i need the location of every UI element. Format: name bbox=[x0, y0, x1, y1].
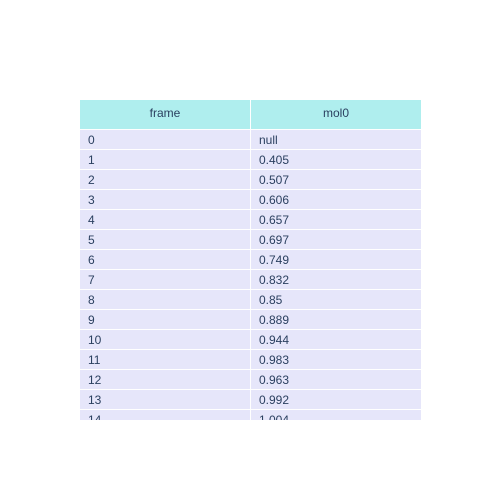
table-cell-mol0: 0.697 bbox=[250, 230, 421, 249]
table-cell-frame: 14 bbox=[80, 410, 250, 420]
table-cell-frame: 9 bbox=[80, 310, 250, 329]
table-cell-frame: 12 bbox=[80, 370, 250, 389]
table-cell-frame: 6 bbox=[80, 250, 250, 269]
table-cell-frame: 4 bbox=[80, 210, 250, 229]
table-row: 4 0.657 bbox=[80, 210, 421, 230]
table-row: 2 0.507 bbox=[80, 170, 421, 190]
table-cell-mol0: 0.832 bbox=[250, 270, 421, 289]
table-cell-frame: 0 bbox=[80, 130, 250, 149]
table-row: 13 0.992 bbox=[80, 390, 421, 410]
table-cell-frame: 7 bbox=[80, 270, 250, 289]
table-row: 3 0.606 bbox=[80, 190, 421, 210]
table-cell-mol0: 0.657 bbox=[250, 210, 421, 229]
table-cell-mol0: 0.749 bbox=[250, 250, 421, 269]
table-cell-mol0: 0.85 bbox=[250, 290, 421, 309]
table-row: 10 0.944 bbox=[80, 330, 421, 350]
table-cell-frame: 8 bbox=[80, 290, 250, 309]
table-cell-mol0: 1.004 bbox=[250, 410, 421, 420]
table-cell-mol0: 0.507 bbox=[250, 170, 421, 189]
table-row: 6 0.749 bbox=[80, 250, 421, 270]
table-cell-frame: 2 bbox=[80, 170, 250, 189]
table-row: 12 0.963 bbox=[80, 370, 421, 390]
table-cell-mol0: 0.889 bbox=[250, 310, 421, 329]
table-cell-frame: 11 bbox=[80, 350, 250, 369]
table-cell-mol0: 0.992 bbox=[250, 390, 421, 409]
data-table: frame mol0 0 null 1 0.405 2 0.507 3 0.606 4 0.657… bbox=[80, 100, 421, 420]
table-cell-mol0: 0.963 bbox=[250, 370, 421, 389]
table-cell-mol0: 0.944 bbox=[250, 330, 421, 349]
column-header-frame: frame bbox=[80, 100, 250, 129]
table-cell-frame: 10 bbox=[80, 330, 250, 349]
table-cell-frame: 5 bbox=[80, 230, 250, 249]
table-cell-mol0: 0.983 bbox=[250, 350, 421, 369]
table-row: 11 0.983 bbox=[80, 350, 421, 370]
table-row: 5 0.697 bbox=[80, 230, 421, 250]
table-row: 8 0.85 bbox=[80, 290, 421, 310]
table-cell-mol0: 0.606 bbox=[250, 190, 421, 209]
table-cell-frame: 3 bbox=[80, 190, 250, 209]
table-cell-frame: 13 bbox=[80, 390, 250, 409]
table-cell-mol0: 0.405 bbox=[250, 150, 421, 169]
table-row: 0 null bbox=[80, 130, 421, 150]
table-body: 0 null 1 0.405 2 0.507 3 0.606 4 0.657 5 0.697 6 0.74… bbox=[80, 130, 421, 420]
table-row: 1 0.405 bbox=[80, 150, 421, 170]
table-row: 9 0.889 bbox=[80, 310, 421, 330]
column-header-mol0: mol0 bbox=[250, 100, 421, 129]
table-header-row: frame mol0 bbox=[80, 100, 421, 130]
table-row: 14 1.004 bbox=[80, 410, 421, 420]
table-row: 7 0.832 bbox=[80, 270, 421, 290]
table-cell-mol0: null bbox=[250, 130, 421, 149]
table-cell-frame: 1 bbox=[80, 150, 250, 169]
